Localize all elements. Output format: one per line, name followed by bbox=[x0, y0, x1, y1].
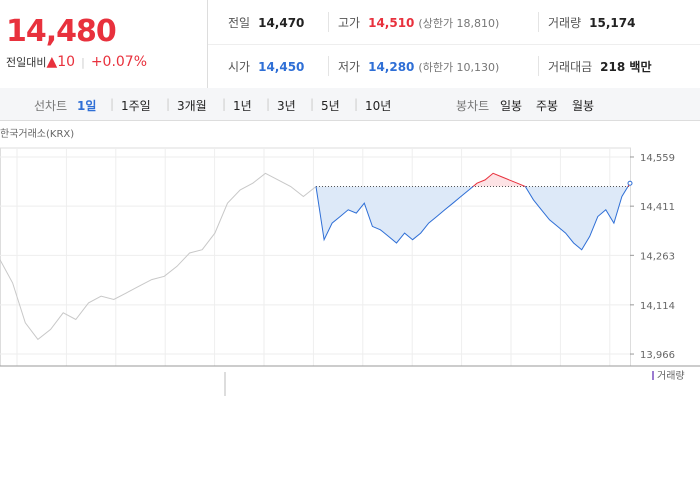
bar-sep: | bbox=[310, 97, 315, 111]
change-label: 전일대비 bbox=[6, 56, 47, 69]
bar-sep: | bbox=[222, 97, 227, 111]
col-sep bbox=[328, 12, 329, 32]
vol-legend-mark bbox=[652, 371, 654, 380]
y-tick-label: 14,411 bbox=[640, 202, 675, 213]
col-sep bbox=[328, 56, 329, 76]
y-tick-label: 14,263 bbox=[640, 251, 675, 262]
col-sep bbox=[538, 56, 539, 76]
bar-sep: | bbox=[266, 97, 271, 111]
change-value: ▲10 bbox=[46, 54, 76, 70]
bar-sep: | bbox=[166, 97, 171, 111]
stat-label: 고가 bbox=[338, 16, 361, 30]
row-sep bbox=[208, 44, 700, 45]
source: 한국거래소(KRX) bbox=[0, 128, 74, 140]
last-dot bbox=[627, 180, 633, 186]
period[interactable]: 1주일 bbox=[121, 99, 151, 113]
stat-label: 저가 bbox=[338, 60, 361, 74]
period[interactable]: 5년 bbox=[321, 99, 340, 113]
stat: 시가 14,450 bbox=[228, 58, 304, 75]
stat: 저가 14,280 (하한가 10,130) bbox=[338, 58, 499, 75]
col-sep bbox=[538, 12, 539, 32]
chart: 한국거래소(KRX) 14,559 14,411 14,263 14,114 13,966… bbox=[0, 128, 700, 396]
stat: 거래대금 218 백만 bbox=[548, 58, 651, 75]
plot-frame bbox=[0, 147, 631, 367]
volume-label: 거래량 bbox=[657, 370, 685, 382]
today-line-down bbox=[315, 186, 629, 251]
candle-label: 봉차트 bbox=[456, 99, 490, 113]
candle-period[interactable]: 월봉 bbox=[572, 99, 595, 113]
quote-panel: 14,480 전일대비▲10 | +0.07% 전일 14,470 고가 14,510 (상… bbox=[0, 0, 700, 89]
stat-label: 시가 bbox=[228, 60, 251, 74]
y-tick-label: 14,114 bbox=[640, 301, 675, 312]
bar-sep: | bbox=[354, 97, 359, 111]
change-pct: +0.07% bbox=[90, 54, 148, 70]
stat-value: 14,510 bbox=[368, 16, 415, 30]
candle-period[interactable]: 일봉 bbox=[500, 99, 523, 113]
change: 전일대비▲10 | +0.07% bbox=[6, 54, 148, 70]
stat: 거래량 15,174 bbox=[548, 14, 635, 31]
stat-label: 전일 bbox=[228, 16, 251, 30]
price-box: 14,480 전일대비▲10 | +0.07% bbox=[0, 0, 208, 88]
area-down bbox=[316, 186, 630, 250]
stat: 전일 14,470 bbox=[228, 14, 304, 31]
prev-line bbox=[0, 172, 317, 341]
candle-period[interactable]: 주봉 bbox=[536, 99, 559, 113]
stat-row: 전일 14,470 고가 14,510 (상한가 18,810) 거래량 15,174 bbox=[208, 0, 700, 44]
stat-value: 15,174 bbox=[589, 16, 636, 30]
line-label: 선차트 bbox=[34, 99, 68, 113]
stat-value: 14,450 bbox=[258, 60, 305, 74]
stat-label: 거래대금 bbox=[548, 60, 593, 74]
stat-note: (상한가 18,810) bbox=[418, 17, 500, 30]
period[interactable]: 1일 bbox=[77, 99, 97, 113]
toolbar: 선차트 1일 | 1주일 | 3개월 | 1년 | 3년 | 5년 | 10년 봉차트 일봉 주봉 월봉 bbox=[0, 88, 700, 121]
stat: 고가 14,510 (상한가 18,810) bbox=[338, 14, 499, 31]
stat-label: 거래량 bbox=[548, 16, 582, 30]
stat-value: 218 백만 bbox=[600, 60, 652, 74]
period[interactable]: 3개월 bbox=[177, 99, 207, 113]
stat-value: 14,280 bbox=[368, 60, 415, 74]
y-tick-label: 14,559 bbox=[640, 153, 675, 164]
period[interactable]: 10년 bbox=[365, 99, 392, 113]
stat-value: 14,470 bbox=[258, 16, 305, 30]
y-tick-label: 13,966 bbox=[640, 350, 675, 361]
bar-sep: | bbox=[110, 97, 115, 111]
period[interactable]: 1년 bbox=[233, 99, 252, 113]
period[interactable]: 3년 bbox=[277, 99, 296, 113]
stat-note: (하한가 10,130) bbox=[418, 61, 500, 74]
change-number: 10 bbox=[57, 54, 76, 70]
stat-row: 시가 14,450 저가 14,280 (하한가 10,130) 거래대금 218 백만 bbox=[208, 44, 700, 88]
price: 14,480 bbox=[6, 14, 117, 49]
